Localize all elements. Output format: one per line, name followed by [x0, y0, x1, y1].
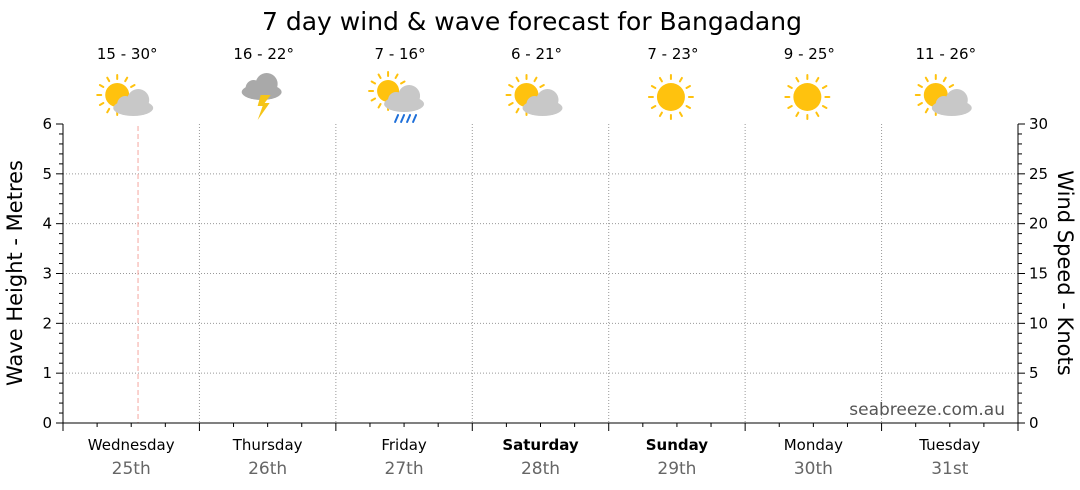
left-axis-title: Wave Height - Metres	[3, 160, 27, 386]
temperature-range: 11 - 26°	[915, 45, 976, 63]
temperature-range: 7 - 16°	[375, 45, 426, 63]
day-name: Sunday	[646, 436, 709, 454]
sunny-icon	[784, 74, 831, 120]
partly-cloudy-icon	[505, 74, 563, 116]
day-name: Tuesday	[918, 436, 980, 454]
partly-cloudy-icon	[96, 74, 154, 116]
left-axis: 0 1 2 3 4 5 6	[42, 115, 64, 432]
day-date: 31st	[931, 459, 968, 479]
horizontal-gridlines	[63, 173, 1018, 374]
right-tick-label: 0	[1029, 414, 1039, 432]
day-date: 25th	[112, 459, 151, 479]
right-tick-label: 20	[1029, 215, 1048, 233]
right-axis: 0 5 10 15 20 25 30	[1017, 115, 1048, 432]
day-name: Saturday	[502, 436, 579, 454]
right-tick-label: 5	[1029, 364, 1039, 382]
right-tick-label: 25	[1029, 165, 1048, 183]
right-axis-title: Wind Speed - Knots	[1053, 170, 1077, 375]
sunny-icon	[647, 74, 694, 120]
left-tick-label: 3	[42, 265, 52, 283]
watermark: seabreeze.com.au	[849, 400, 1005, 420]
day-date: 28th	[521, 459, 560, 479]
day-name: Wednesday	[88, 436, 175, 454]
temperature-range: 16 - 22°	[233, 45, 294, 63]
sun-showers-icon	[368, 71, 425, 123]
left-tick-label: 1	[42, 364, 52, 382]
chart-title: 7 day wind & wave forecast for Bangadang	[262, 7, 802, 36]
day-name: Thursday	[232, 436, 303, 454]
plot-area: 0 1 2 3 4 5 6 0 5 10 15 20 25 30	[42, 115, 1048, 432]
day-date: 27th	[385, 459, 424, 479]
right-tick-label: 30	[1029, 115, 1048, 133]
day-date: 30th	[794, 459, 833, 479]
left-tick-label: 2	[42, 314, 52, 332]
weather-icon-row	[96, 71, 972, 123]
left-tick-label: 5	[42, 165, 52, 183]
temperature-row: 15 - 30° 16 - 22° 7 - 16° 6 - 21° 7 - 23° 9 -…	[97, 45, 976, 63]
day-name: Friday	[381, 436, 427, 454]
temperature-range: 7 - 23°	[647, 45, 698, 63]
temperature-range: 15 - 30°	[97, 45, 158, 63]
vertical-gridlines	[198, 124, 883, 423]
day-date: 29th	[657, 459, 696, 479]
right-tick-label: 15	[1029, 265, 1048, 283]
left-tick-label: 0	[42, 414, 52, 432]
left-tick-label: 4	[42, 215, 52, 233]
day-name: Monday	[784, 436, 843, 454]
right-tick-label: 10	[1029, 314, 1048, 332]
temperature-range: 6 - 21°	[511, 45, 562, 63]
left-tick-label: 6	[42, 115, 52, 133]
day-date: 26th	[248, 459, 287, 479]
temperature-range: 9 - 25°	[784, 45, 835, 63]
day-labels: Wednesday 25th Thursday 26th Friday 27th Satur…	[88, 436, 981, 479]
partly-cloudy-icon	[914, 74, 972, 116]
storm-cloud-icon	[241, 73, 282, 120]
bottom-axis	[62, 422, 1019, 431]
